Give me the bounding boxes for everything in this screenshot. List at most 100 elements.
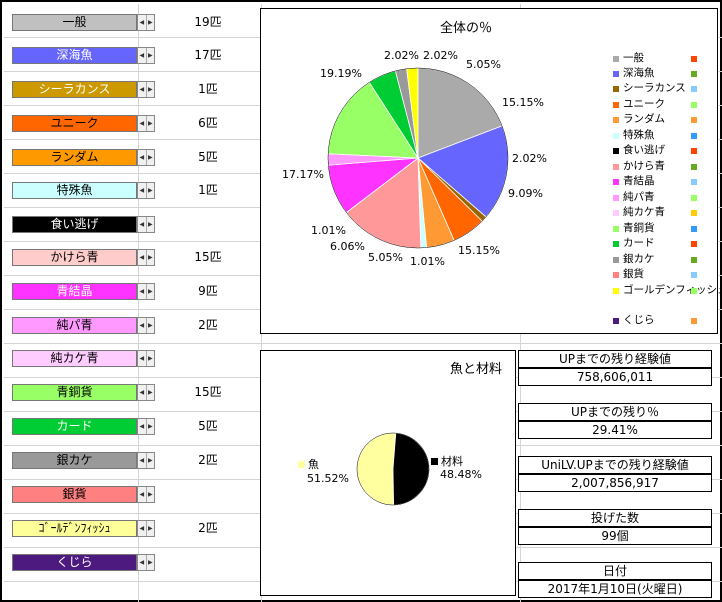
spin-right-icon[interactable]: ▶	[147, 187, 153, 194]
spin-right-icon[interactable]: ▶	[147, 322, 153, 329]
spin-right-icon[interactable]: ▶	[147, 154, 153, 161]
fish-percent: 51.52%	[307, 472, 349, 485]
spin-left-icon[interactable]: ◀	[138, 82, 147, 97]
count-spinner[interactable]: ◀ ▶	[137, 554, 155, 571]
legend-item: 青銅貨	[613, 223, 713, 236]
legend-item: 純カケ青	[613, 207, 713, 220]
spin-right-icon[interactable]: ▶	[147, 254, 153, 261]
spin-left-icon[interactable]: ◀	[138, 150, 147, 165]
count-spinner[interactable]: ◀ ▶	[137, 317, 155, 334]
spin-left-icon[interactable]: ◀	[138, 521, 147, 536]
slice-label: 1.01%	[410, 255, 445, 268]
spin-right-icon[interactable]: ▶	[147, 491, 153, 498]
stat-value: 99個	[518, 527, 712, 545]
legend-marker	[691, 102, 697, 108]
count-spinner[interactable]: ◀ ▶	[137, 384, 155, 401]
spin-left-icon[interactable]: ◀	[138, 183, 147, 198]
legend-label: ランダム	[623, 113, 665, 125]
count-spinner[interactable]: ◀ ▶	[137, 149, 155, 166]
count-spinner[interactable]: ◀ ▶	[137, 216, 155, 233]
fish-row: かけら青 ◀ ▶ 15匹	[0, 240, 260, 274]
fish-legend: 魚	[298, 456, 319, 472]
fish-row: 一般 ◀ ▶ 19匹	[0, 5, 260, 39]
spin-left-icon[interactable]: ◀	[138, 116, 147, 131]
spin-right-icon[interactable]: ▶	[147, 559, 153, 566]
material-swatch	[431, 458, 438, 465]
count-spinner[interactable]: ◀ ▶	[137, 418, 155, 435]
stat-value: 29.41%	[518, 421, 712, 439]
count-spinner[interactable]: ◀ ▶	[137, 283, 155, 300]
slice-label: 15.15%	[502, 96, 544, 109]
spin-right-icon[interactable]: ▶	[147, 525, 153, 532]
fish-row: ｺﾞｰﾙﾃﾞﾝﾌｨｯｼｭ ◀ ▶ 2匹	[0, 511, 260, 545]
count-spinner[interactable]: ◀ ▶	[137, 486, 155, 503]
count-spinner[interactable]: ◀ ▶	[137, 520, 155, 537]
legend-swatch	[613, 117, 619, 123]
legend-item: 銀貨	[613, 269, 713, 282]
spin-right-icon[interactable]: ▶	[147, 19, 153, 26]
count-spinner[interactable]: ◀ ▶	[137, 182, 155, 199]
fish-count: 2匹	[198, 453, 218, 467]
fish-row: ランダム ◀ ▶ 5匹	[0, 140, 260, 174]
count-spinner[interactable]: ◀ ▶	[137, 452, 155, 469]
spin-right-icon[interactable]: ▶	[147, 423, 153, 430]
spin-left-icon[interactable]: ◀	[138, 487, 147, 502]
fish-count: 2匹	[198, 521, 218, 535]
fish-type-label: 純カケ青	[12, 350, 137, 367]
spin-right-icon[interactable]: ▶	[147, 52, 153, 59]
slice-label: 5.05%	[466, 58, 501, 71]
spin-left-icon[interactable]: ◀	[138, 385, 147, 400]
spin-right-icon[interactable]: ▶	[147, 86, 153, 93]
fish-count: 1匹	[198, 82, 218, 96]
legend-marker	[691, 179, 697, 185]
fish-row: 銀カケ ◀ ▶ 2匹	[0, 443, 260, 477]
legend-marker	[691, 56, 697, 62]
spin-right-icon[interactable]: ▶	[147, 389, 153, 396]
legend-marker	[691, 148, 697, 154]
spin-left-icon[interactable]: ◀	[138, 15, 147, 30]
slice-label: 6.06%	[330, 240, 365, 253]
fish-row: カード ◀ ▶ 5匹	[0, 409, 260, 443]
spin-left-icon[interactable]: ◀	[138, 555, 147, 570]
legend-label: 純パ青	[623, 191, 655, 203]
count-spinner[interactable]: ◀ ▶	[137, 249, 155, 266]
legend-item: 一般	[613, 53, 713, 66]
legend-marker	[691, 71, 697, 77]
spin-left-icon[interactable]: ◀	[138, 284, 147, 299]
spin-left-icon[interactable]: ◀	[138, 453, 147, 468]
fish-type-label: 特殊魚	[12, 182, 137, 199]
spin-left-icon[interactable]: ◀	[138, 419, 147, 434]
legend-marker	[691, 195, 697, 201]
spin-right-icon[interactable]: ▶	[147, 457, 153, 464]
count-spinner[interactable]: ◀ ▶	[137, 47, 155, 64]
fish-row: 特殊魚 ◀ ▶ 1匹	[0, 173, 260, 207]
slice-label: 17.17%	[282, 168, 324, 181]
count-spinner[interactable]: ◀ ▶	[137, 81, 155, 98]
spin-right-icon[interactable]: ▶	[147, 221, 153, 228]
material-category: 材料	[441, 455, 463, 468]
fish-type-label: 青銅貨	[12, 384, 137, 401]
count-spinner[interactable]: ◀ ▶	[137, 115, 155, 132]
count-spinner[interactable]: ◀ ▶	[137, 14, 155, 31]
count-spinner[interactable]: ◀ ▶	[137, 350, 155, 367]
legend-item: 深海魚	[613, 68, 713, 81]
spin-right-icon[interactable]: ▶	[147, 355, 153, 362]
legend-item: 食い逃げ	[613, 145, 713, 158]
legend-label: かけら青	[623, 160, 665, 172]
spin-left-icon[interactable]: ◀	[138, 48, 147, 63]
spin-left-icon[interactable]: ◀	[138, 217, 147, 232]
spin-right-icon[interactable]: ▶	[147, 120, 153, 127]
spin-left-icon[interactable]: ◀	[138, 250, 147, 265]
fish-count: 2匹	[198, 318, 218, 332]
legend-swatch	[613, 318, 619, 324]
spin-left-icon[interactable]: ◀	[138, 318, 147, 333]
legend-swatch	[613, 241, 619, 247]
legend-label: シーラカンス	[623, 82, 686, 94]
fish-row: 食い逃げ ◀ ▶	[0, 207, 260, 241]
legend-label: くじら	[623, 314, 655, 326]
spin-right-icon[interactable]: ▶	[147, 288, 153, 295]
spin-left-icon[interactable]: ◀	[138, 351, 147, 366]
legend-marker	[691, 241, 697, 247]
legend-item: カード	[613, 238, 713, 251]
legend-marker	[691, 272, 697, 278]
